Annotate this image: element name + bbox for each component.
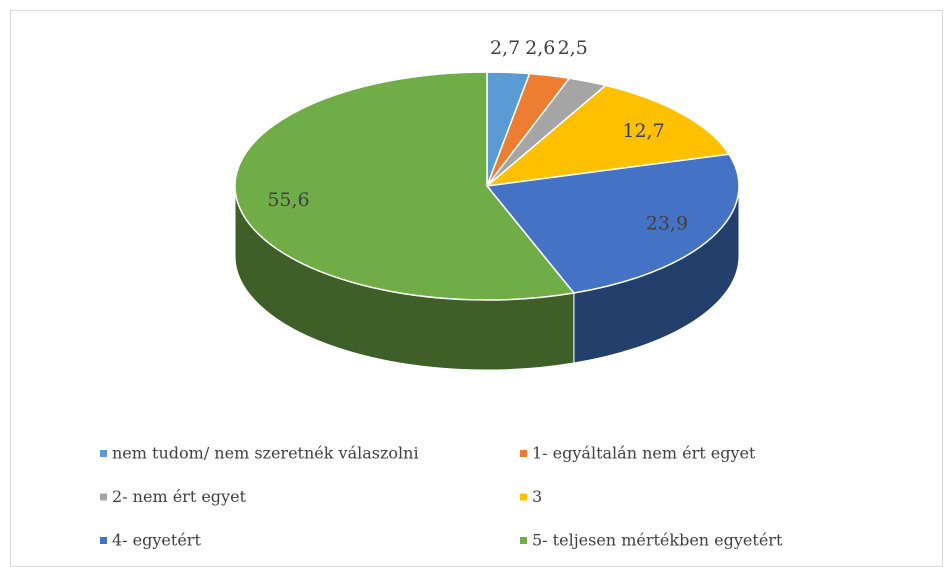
slice xyxy=(234,71,576,301)
legend-label: 5- teljesen mértékben egyetért xyxy=(532,531,783,550)
legend-label: 3 xyxy=(532,487,542,506)
legend-swatch xyxy=(100,450,107,457)
legend-label: 4- egyetért xyxy=(112,531,201,550)
legend-swatch xyxy=(520,537,527,544)
data-label: 2,6 xyxy=(525,37,555,59)
data-label: 2,7 xyxy=(490,37,520,59)
data-label: 12,7 xyxy=(622,120,664,142)
legend-label: 2- nem ért egyet xyxy=(112,487,247,506)
data-label: 23,9 xyxy=(646,213,688,235)
legend-swatch xyxy=(100,493,107,501)
legend-swatch xyxy=(100,537,107,544)
slice xyxy=(485,153,740,294)
data-label: 2,5 xyxy=(558,37,588,59)
data-label: 55,6 xyxy=(267,189,309,211)
legend-label: nem tudom/ nem szeretnék válaszolni xyxy=(112,444,419,463)
slice xyxy=(484,84,731,188)
legend-swatch xyxy=(520,450,527,457)
legend-swatch xyxy=(520,493,527,501)
legend-label: 1- egyáltalán nem ért egyet xyxy=(532,444,756,463)
